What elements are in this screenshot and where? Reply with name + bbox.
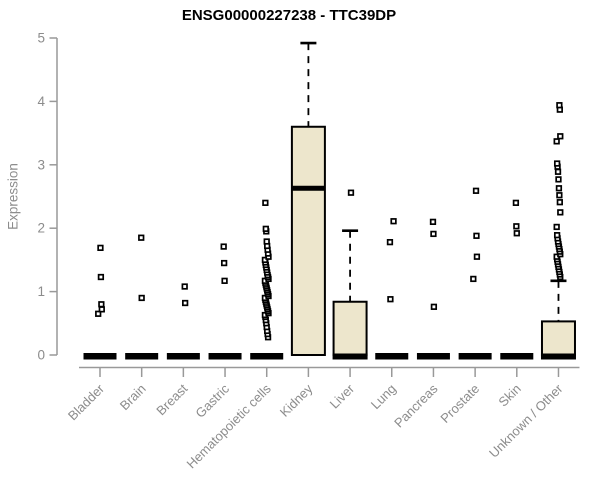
outlier-point <box>557 133 564 140</box>
outlier-point <box>556 102 563 109</box>
box-5 <box>290 125 326 357</box>
y-tick-label: 0 <box>37 348 45 363</box>
x-category-label: Kidney <box>277 381 316 420</box>
collapsed-box-7 <box>375 353 409 360</box>
x-category-label: Liver <box>327 381 358 412</box>
outlier-point <box>97 244 104 252</box>
outlier-point <box>261 256 269 264</box>
outlier-point <box>138 234 145 241</box>
outlier-point <box>429 218 437 226</box>
outlier-point <box>553 160 561 167</box>
outlier-point <box>473 253 481 260</box>
outlier-point <box>555 176 562 183</box>
median-line <box>332 353 368 360</box>
x-category-label: Bladder <box>65 381 108 424</box>
outlier-point <box>556 192 563 199</box>
y-axis-label: Expression <box>5 163 21 230</box>
outlier-point <box>513 230 520 237</box>
y-tick-label: 2 <box>37 221 45 236</box>
outlier-point <box>220 259 228 267</box>
collapsed-box-9 <box>458 353 492 360</box>
outlier-point <box>554 168 562 175</box>
outlier-point <box>387 296 394 303</box>
outlier-point <box>557 209 564 216</box>
outlier-point <box>262 225 269 232</box>
outlier-point <box>138 294 145 302</box>
outlier-point <box>513 223 520 230</box>
outlier-point <box>553 223 560 231</box>
outlier-point <box>220 243 227 250</box>
y-tick-label: 1 <box>37 284 45 299</box>
outlier-point <box>556 199 563 206</box>
x-category-label: Skin <box>495 381 523 409</box>
x-category-label: Pancreas <box>391 381 441 431</box>
median-line <box>291 185 325 191</box>
outlier-point <box>555 185 563 192</box>
median-line <box>540 353 576 360</box>
outlier-point <box>347 189 355 196</box>
y-tick-label: 4 <box>37 94 45 109</box>
outlier-point <box>470 275 477 283</box>
chart-title: ENSG00000227238 - TTC39DP <box>181 7 397 24</box>
outlier-point <box>95 310 102 317</box>
box-6 <box>332 300 368 356</box>
x-category-label: Brain <box>117 381 149 413</box>
outlier-point <box>263 238 270 245</box>
outlier-point <box>553 232 561 239</box>
outlier-point <box>182 299 189 307</box>
outlier-point <box>390 218 397 225</box>
box-11 <box>540 320 576 357</box>
outlier-point <box>98 301 105 308</box>
x-category-label: Prostate <box>437 381 482 426</box>
collapsed-box-1 <box>125 353 159 360</box>
outlier-point <box>262 199 269 206</box>
outlier-point <box>386 238 394 246</box>
collapsed-box-4 <box>250 353 284 360</box>
outlier-point <box>181 283 188 290</box>
collapsed-box-0 <box>83 353 117 360</box>
outlier-point <box>430 230 437 238</box>
x-category-label: Unknown / Other <box>486 381 566 461</box>
outlier-point <box>98 306 105 313</box>
x-category-label: Lung <box>368 381 399 412</box>
outlier-point <box>97 273 105 281</box>
x-category-label: Breast <box>153 381 190 418</box>
outlier-point <box>430 303 438 310</box>
collapsed-box-8 <box>416 353 450 360</box>
collapsed-box-10 <box>500 353 534 360</box>
x-category-label: Gastric <box>192 381 232 421</box>
y-tick-label: 5 <box>37 31 45 46</box>
outlier-point <box>473 232 480 239</box>
collapsed-box-2 <box>166 353 200 360</box>
collapsed-box-3 <box>208 353 242 360</box>
outlier-point <box>472 187 480 194</box>
outlier-point <box>553 138 560 145</box>
outlier-point <box>512 199 520 206</box>
outlier-point <box>221 277 228 284</box>
y-tick-label: 3 <box>37 157 45 172</box>
